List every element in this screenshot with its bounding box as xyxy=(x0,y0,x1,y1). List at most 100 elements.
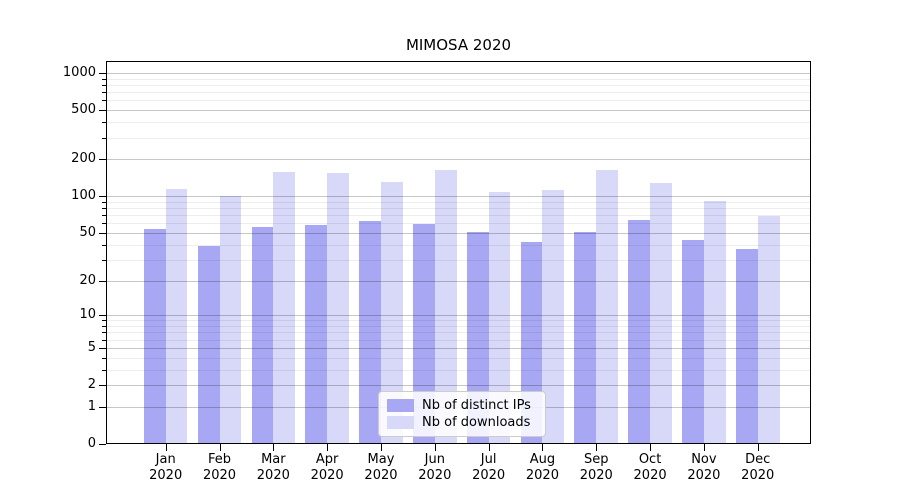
x-tick-label: Oct 2020 xyxy=(633,452,667,483)
legend-swatch-ips xyxy=(387,399,414,412)
y-tick xyxy=(99,406,106,408)
y-minor-tick xyxy=(102,332,106,334)
x-tick-label: Nov 2020 xyxy=(687,452,721,483)
y-tick-label: 5 xyxy=(87,339,96,355)
bar-ips xyxy=(197,245,220,444)
bar-downloads xyxy=(327,173,349,444)
x-tick xyxy=(273,444,275,451)
x-tick-label: Dec 2020 xyxy=(741,452,775,483)
y-minor-tick xyxy=(102,78,106,80)
bar-downloads xyxy=(650,183,672,444)
minor-gridline xyxy=(106,215,811,217)
x-tick xyxy=(380,444,382,451)
y-minor-tick xyxy=(102,215,106,217)
x-tick xyxy=(650,444,652,451)
minor-gridline xyxy=(106,332,811,334)
x-tick-label: Jun 2020 xyxy=(418,452,452,483)
y-tick xyxy=(99,280,106,282)
y-minor-tick xyxy=(102,339,106,341)
minor-gridline xyxy=(106,100,811,102)
y-tick xyxy=(99,444,106,445)
major-gridline xyxy=(106,347,811,349)
minor-gridline xyxy=(106,78,811,80)
x-tick-label: Jan 2020 xyxy=(149,452,183,483)
bar-downloads xyxy=(273,171,296,444)
x-tick xyxy=(488,444,490,451)
y-minor-tick xyxy=(102,201,106,203)
bar-ips xyxy=(413,224,435,444)
y-tick xyxy=(99,385,106,386)
x-tick xyxy=(327,444,329,451)
y-tick-label: 10 xyxy=(79,307,96,323)
bar-downloads xyxy=(596,170,619,444)
bar-downloads xyxy=(757,215,780,444)
bar-downloads xyxy=(219,195,242,444)
y-minor-tick xyxy=(102,84,106,86)
minor-gridline xyxy=(106,369,811,371)
legend: Nb of distinct IPs Nb of downloads xyxy=(378,391,546,437)
x-tick xyxy=(596,444,598,451)
legend-item-downloads: Nb of downloads xyxy=(387,415,537,430)
y-tick xyxy=(99,347,106,349)
x-tick-label: Jul 2020 xyxy=(472,452,506,483)
x-tick xyxy=(219,444,221,451)
major-gridline xyxy=(106,385,811,386)
y-minor-tick xyxy=(102,208,106,210)
minor-gridline xyxy=(106,137,811,139)
y-minor-tick xyxy=(102,100,106,102)
x-tick-label: Mar 2020 xyxy=(256,452,290,483)
y-tick xyxy=(99,232,106,234)
minor-gridline xyxy=(106,259,811,261)
y-tick xyxy=(99,315,106,317)
y-tick-label: 500 xyxy=(71,102,96,118)
bar-ips xyxy=(251,226,274,444)
minor-gridline xyxy=(106,320,811,322)
bar-downloads xyxy=(380,181,403,444)
y-tick-label: 200 xyxy=(71,151,96,167)
y-minor-tick xyxy=(102,326,106,327)
y-tick-label: 1 xyxy=(87,398,96,414)
minor-gridline xyxy=(106,208,811,210)
y-tick-label: 20 xyxy=(79,272,96,288)
bar-ips xyxy=(143,228,166,444)
minor-gridline xyxy=(106,201,811,203)
y-tick-label: 2 xyxy=(87,377,96,392)
y-minor-tick xyxy=(102,259,106,261)
x-tick xyxy=(434,444,436,451)
y-tick-label: 1000 xyxy=(62,65,96,80)
bar-ips xyxy=(466,231,489,444)
y-minor-tick xyxy=(102,92,106,94)
x-tick xyxy=(165,444,167,451)
x-tick xyxy=(542,444,544,451)
minor-gridline xyxy=(106,339,811,341)
minor-gridline xyxy=(106,84,811,86)
bar-downloads xyxy=(703,200,726,444)
x-tick xyxy=(703,444,705,451)
y-tick xyxy=(99,73,106,74)
bar-downloads xyxy=(165,188,188,444)
bar-downloads xyxy=(434,170,457,444)
legend-item-ips: Nb of distinct IPs xyxy=(387,398,537,413)
y-tick-label: 0 xyxy=(87,436,96,451)
bar-downloads xyxy=(542,190,565,444)
y-tick xyxy=(99,196,106,198)
minor-gridline xyxy=(106,122,811,124)
major-gridline xyxy=(106,196,811,198)
y-minor-tick xyxy=(102,223,106,225)
bar-ips xyxy=(682,239,704,444)
major-gridline xyxy=(106,159,811,161)
legend-label-ips: Nb of distinct IPs xyxy=(422,398,531,413)
chart-title: MIMOSA 2020 xyxy=(405,36,512,54)
minor-gridline xyxy=(106,223,811,225)
major-gridline xyxy=(106,73,811,74)
bar-ips xyxy=(305,225,328,444)
y-minor-tick xyxy=(102,369,106,371)
y-tick-label: 50 xyxy=(79,224,96,240)
minor-gridline xyxy=(106,326,811,327)
x-tick-label: Sep 2020 xyxy=(579,452,613,483)
x-tick xyxy=(757,444,759,451)
bar-ips xyxy=(735,248,758,444)
bar-downloads xyxy=(488,192,511,444)
